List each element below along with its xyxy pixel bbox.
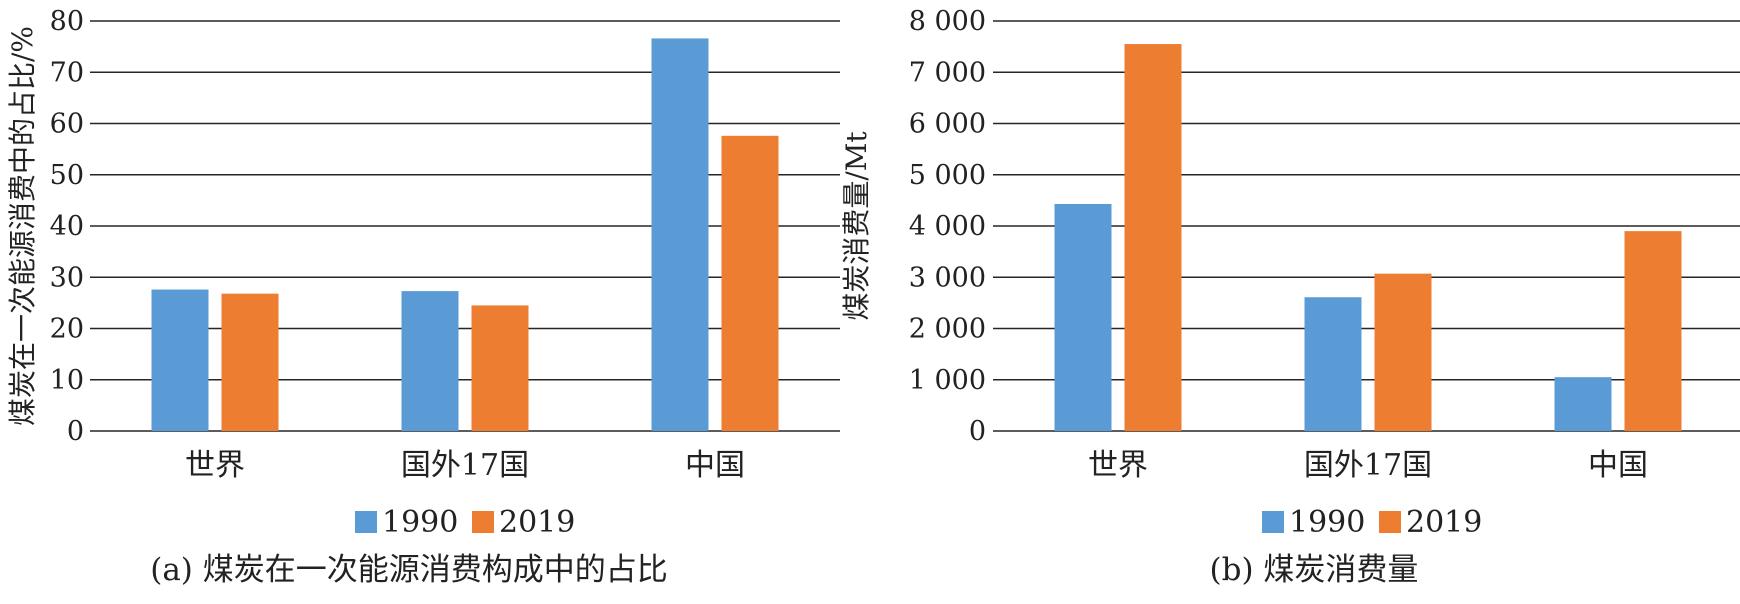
y-tick-label: 0 <box>969 416 986 447</box>
y-tick-label: 20 <box>50 314 84 345</box>
y-tick-label: 70 <box>50 57 84 88</box>
legend: 1990 2019 <box>1262 505 1482 540</box>
bar-1990-1 <box>1304 297 1362 431</box>
y-tick-label: 6 000 <box>909 109 986 140</box>
y-tick-label: 5 000 <box>909 160 986 191</box>
y-axis-label: 煤炭在一次能源消费中的占比/% <box>6 26 39 426</box>
y-tick-label: 50 <box>50 160 84 191</box>
bar-2019-2 <box>721 135 779 432</box>
y-tick-label: 30 <box>50 262 84 293</box>
y-axis-label: 煤炭消费量/Mt <box>840 131 873 321</box>
y-tick-label: 7 000 <box>909 57 986 88</box>
y-tick-label: 40 <box>50 211 84 242</box>
x-category-label: 中国 <box>685 448 745 483</box>
chart-caption: (a) 煤炭在一次能源消费构成中的占比 <box>150 552 668 588</box>
legend-swatch <box>1262 511 1284 533</box>
chart-panel-0: 0 10 20 30 40 50 60 70 80 世界 国外17国 中国 煤炭在一次能源消费中的占比/… <box>6 6 840 588</box>
y-tick-label: 2 000 <box>909 314 986 345</box>
legend-label: 1990 <box>382 505 458 540</box>
bar-2019-0 <box>1124 44 1182 431</box>
legend-label: 1990 <box>1289 505 1365 540</box>
y-tick-label: 60 <box>50 109 84 140</box>
legend-label: 2019 <box>499 505 575 540</box>
legend-swatch <box>1379 511 1401 533</box>
bar-2019-1 <box>1374 273 1432 431</box>
y-tick-label: 10 <box>50 365 84 396</box>
x-category-label: 国外17国 <box>1304 448 1432 483</box>
x-category-label: 世界 <box>1088 448 1148 483</box>
bar-1990-0 <box>1054 203 1112 431</box>
bar-1990-2 <box>651 38 709 432</box>
y-tick-label: 3 000 <box>909 262 986 293</box>
x-category-label: 世界 <box>185 448 245 483</box>
bar-1990-2 <box>1554 377 1612 431</box>
bar-1990-0 <box>151 289 209 431</box>
legend-swatch <box>472 511 494 533</box>
legend: 1990 2019 <box>355 505 575 540</box>
chart-panel-1: 0 1 000 2 000 3 000 4 000 5 000 6 000 7 000 8 00… <box>840 6 1740 588</box>
y-tick-label: 8 000 <box>909 6 986 37</box>
legend-swatch <box>355 511 377 533</box>
y-tick-label: 80 <box>50 6 84 37</box>
bar-1990-1 <box>401 291 459 431</box>
x-category-label: 中国 <box>1588 448 1648 483</box>
bar-2019-2 <box>1624 231 1682 431</box>
bar-2019-0 <box>221 293 279 431</box>
y-tick-label: 0 <box>67 416 84 447</box>
x-category-label: 国外17国 <box>401 448 529 483</box>
legend-label: 2019 <box>1406 505 1482 540</box>
bar-2019-1 <box>471 305 529 431</box>
y-tick-label: 4 000 <box>909 211 986 242</box>
chart-caption: (b) 煤炭消费量 <box>1210 552 1419 588</box>
y-tick-label: 1 000 <box>909 365 986 396</box>
